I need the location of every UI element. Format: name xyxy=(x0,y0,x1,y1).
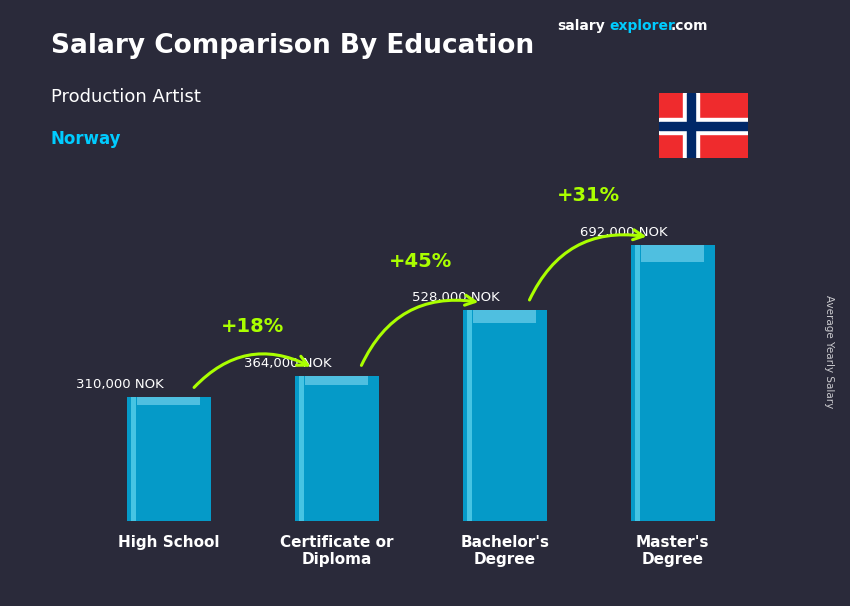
Text: explorer: explorer xyxy=(609,19,675,33)
Text: +31%: +31% xyxy=(558,186,620,205)
Bar xyxy=(659,118,748,134)
Bar xyxy=(683,93,700,158)
Text: 364,000 NOK: 364,000 NOK xyxy=(244,356,332,370)
Bar xyxy=(642,245,705,262)
Text: +45%: +45% xyxy=(389,251,452,270)
Bar xyxy=(467,310,472,521)
Text: 692,000 NOK: 692,000 NOK xyxy=(581,225,668,239)
Text: Salary Comparison By Education: Salary Comparison By Education xyxy=(51,33,534,59)
Bar xyxy=(687,93,695,158)
Bar xyxy=(631,245,715,521)
Bar xyxy=(127,398,211,521)
Text: salary: salary xyxy=(557,19,604,33)
Text: Production Artist: Production Artist xyxy=(51,88,201,106)
Bar xyxy=(295,376,379,521)
Bar xyxy=(659,122,748,130)
Bar xyxy=(131,398,136,521)
Bar xyxy=(635,245,640,521)
Text: Norway: Norway xyxy=(51,130,122,148)
Bar xyxy=(137,398,200,405)
Bar xyxy=(299,376,304,521)
Text: +18%: +18% xyxy=(221,317,284,336)
Text: 310,000 NOK: 310,000 NOK xyxy=(76,378,164,391)
Text: 528,000 NOK: 528,000 NOK xyxy=(412,291,500,304)
Bar xyxy=(305,376,368,385)
Text: .com: .com xyxy=(671,19,708,33)
Bar xyxy=(473,310,536,323)
Bar xyxy=(462,310,547,521)
Text: Average Yearly Salary: Average Yearly Salary xyxy=(824,295,834,408)
